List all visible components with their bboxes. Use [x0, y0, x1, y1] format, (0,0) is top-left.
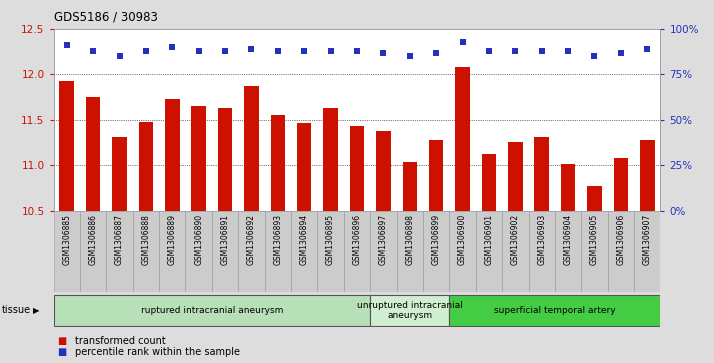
Text: percentile rank within the sample: percentile rank within the sample: [75, 347, 240, 357]
Text: ruptured intracranial aneurysm: ruptured intracranial aneurysm: [141, 306, 283, 315]
Bar: [528, 211, 555, 292]
Text: GSM1306906: GSM1306906: [616, 214, 625, 265]
Bar: [106, 211, 133, 292]
Bar: [482, 154, 496, 211]
Bar: [560, 164, 575, 211]
Bar: [555, 211, 581, 292]
Bar: [165, 99, 179, 211]
Text: GSM1306893: GSM1306893: [273, 214, 282, 265]
Bar: [139, 122, 154, 211]
Bar: [344, 211, 370, 292]
Bar: [297, 122, 311, 211]
Text: GSM1306887: GSM1306887: [115, 214, 124, 265]
Bar: [370, 211, 396, 292]
Bar: [133, 211, 159, 292]
Bar: [429, 140, 443, 211]
Text: GSM1306895: GSM1306895: [326, 214, 335, 265]
Bar: [476, 211, 502, 292]
Bar: [212, 211, 238, 292]
Text: GSM1306896: GSM1306896: [353, 214, 361, 265]
Bar: [271, 115, 285, 211]
Bar: [376, 131, 391, 211]
Text: GSM1306902: GSM1306902: [511, 214, 520, 265]
Text: unruptured intracranial
aneurysm: unruptured intracranial aneurysm: [357, 301, 463, 320]
Text: GSM1306894: GSM1306894: [300, 214, 308, 265]
Text: ■: ■: [57, 336, 66, 346]
FancyBboxPatch shape: [449, 295, 660, 326]
Bar: [423, 211, 449, 292]
Bar: [634, 211, 660, 292]
Bar: [581, 211, 608, 292]
Text: GSM1306891: GSM1306891: [221, 214, 230, 265]
Bar: [80, 211, 106, 292]
Bar: [291, 211, 318, 292]
FancyBboxPatch shape: [54, 295, 370, 326]
Bar: [449, 211, 476, 292]
Bar: [640, 140, 655, 211]
Bar: [350, 126, 364, 211]
Text: superficial temporal artery: superficial temporal artery: [494, 306, 615, 315]
Bar: [502, 211, 528, 292]
Bar: [456, 67, 470, 211]
Text: GSM1306892: GSM1306892: [247, 214, 256, 265]
Bar: [265, 211, 291, 292]
Bar: [508, 142, 523, 211]
Text: transformed count: transformed count: [75, 336, 166, 346]
Bar: [403, 163, 417, 211]
Text: GSM1306903: GSM1306903: [537, 214, 546, 265]
Bar: [535, 137, 549, 211]
Bar: [191, 106, 206, 211]
Bar: [238, 211, 265, 292]
Text: GSM1306888: GSM1306888: [141, 214, 151, 265]
Bar: [159, 211, 186, 292]
Text: ▶: ▶: [33, 306, 39, 315]
Text: GSM1306907: GSM1306907: [643, 214, 652, 265]
Bar: [59, 81, 74, 211]
Bar: [396, 211, 423, 292]
Bar: [318, 211, 344, 292]
Text: GSM1306897: GSM1306897: [379, 214, 388, 265]
Bar: [323, 108, 338, 211]
Text: GDS5186 / 30983: GDS5186 / 30983: [54, 11, 157, 24]
Text: GSM1306890: GSM1306890: [194, 214, 203, 265]
FancyBboxPatch shape: [370, 295, 449, 326]
Text: ■: ■: [57, 347, 66, 357]
Bar: [186, 211, 212, 292]
Text: GSM1306885: GSM1306885: [62, 214, 71, 265]
Bar: [86, 97, 101, 211]
Bar: [54, 211, 80, 292]
Bar: [587, 186, 602, 211]
Bar: [244, 86, 258, 211]
Text: GSM1306899: GSM1306899: [432, 214, 441, 265]
Bar: [608, 211, 634, 292]
Text: tissue: tissue: [1, 305, 31, 315]
Text: GSM1306900: GSM1306900: [458, 214, 467, 265]
Text: GSM1306898: GSM1306898: [406, 214, 414, 265]
Text: GSM1306889: GSM1306889: [168, 214, 177, 265]
Bar: [613, 158, 628, 211]
Text: GSM1306901: GSM1306901: [484, 214, 493, 265]
Text: GSM1306886: GSM1306886: [89, 214, 98, 265]
Bar: [218, 108, 232, 211]
Bar: [112, 137, 127, 211]
Text: GSM1306905: GSM1306905: [590, 214, 599, 265]
Text: GSM1306904: GSM1306904: [563, 214, 573, 265]
